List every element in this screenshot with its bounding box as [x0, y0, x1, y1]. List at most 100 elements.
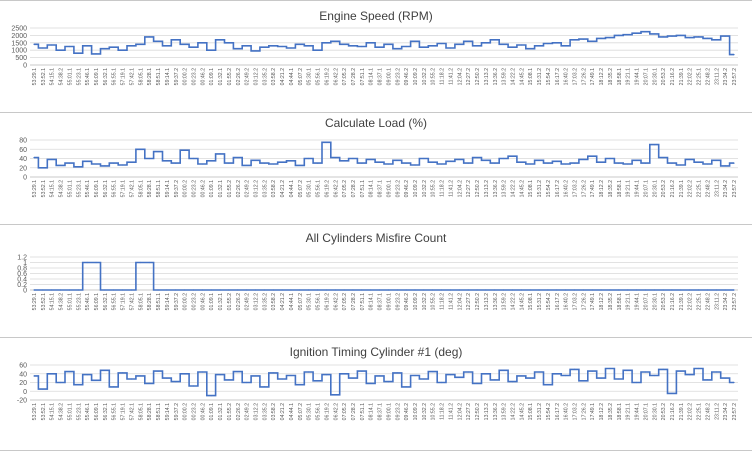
- data-point: [529, 289, 531, 291]
- x-tick-label: 05:56.1: [316, 180, 322, 197]
- data-point: [51, 44, 53, 46]
- data-point: [175, 381, 177, 383]
- x-tick-label: 16:17.2: [555, 180, 561, 197]
- data-point: [378, 46, 381, 48]
- data-point: [95, 53, 97, 55]
- x-tick-label: 20:07.1: [643, 180, 649, 197]
- x-tick-label: 08:37.1: [378, 180, 384, 197]
- data-point: [671, 35, 673, 37]
- data-point: [733, 381, 735, 384]
- x-tick-label: 23:57.2: [732, 180, 738, 197]
- y-tick-label: 0.4: [17, 277, 27, 284]
- data-point: [724, 165, 726, 167]
- x-tick-label: 15:54.2: [546, 68, 552, 85]
- data-point: [609, 157, 611, 160]
- x-tick-label: 57:19.1: [121, 180, 127, 197]
- data-point: [600, 161, 602, 163]
- x-tick-label: 08:37.1: [378, 68, 384, 85]
- data-point: [662, 368, 664, 370]
- x-tick-label: 18:58.1: [617, 68, 623, 85]
- data-point: [600, 377, 602, 379]
- ignition-timing-chart: Ignition Timing Cylinder #1 (deg) -20 0 20…: [0, 337, 752, 451]
- x-tick-label: 08:14.1: [369, 180, 375, 197]
- x-tick-label: 23:34.2: [723, 68, 729, 85]
- x-tick-label: 02:26.2: [236, 293, 242, 310]
- x-tick-label: 00:46.2: [200, 403, 206, 420]
- x-tick-label: 13:36.2: [493, 403, 499, 420]
- data-point: [139, 148, 141, 150]
- data-point: [59, 289, 62, 291]
- x-tick-label: 59:37.2: [174, 180, 180, 197]
- x-tick-label: 07:28.2: [351, 403, 357, 420]
- data-point: [113, 386, 115, 388]
- x-tick-label: 58:05.1: [138, 180, 144, 197]
- x-tick-label: 11:41.2: [448, 293, 454, 310]
- data-point: [308, 157, 310, 160]
- x-tick-label: 12:50.2: [475, 180, 481, 197]
- x-tick-label: 53:29.1: [32, 180, 38, 197]
- x-tick-label: 23:34.2: [723, 180, 729, 197]
- data-point: [68, 162, 71, 164]
- data-point: [387, 289, 390, 291]
- x-tick-label: 00:00.2: [183, 180, 189, 197]
- x-tick-label: 55:01.1: [67, 180, 73, 197]
- y-tick-label: 0.2: [17, 282, 27, 289]
- data-point: [582, 158, 584, 161]
- x-tick-label: 55:23.1: [76, 180, 82, 197]
- x-tick-label: 20:07.1: [643, 293, 649, 310]
- x-tick-label: 54:15.1: [50, 403, 56, 420]
- x-tick-label: 23:11.2: [714, 180, 720, 197]
- data-point: [352, 157, 354, 160]
- x-tick-label: 10:09.2: [413, 293, 419, 310]
- data-point: [148, 36, 150, 38]
- series-line: [34, 261, 734, 291]
- x-tick-label: 11:18.2: [440, 403, 446, 420]
- data-point: [653, 374, 655, 377]
- data-point: [449, 160, 452, 162]
- data-point: [697, 289, 700, 291]
- data-point: [387, 163, 390, 165]
- x-tick-label: 09:00.1: [386, 293, 392, 310]
- data-point: [618, 378, 620, 380]
- data-point: [254, 375, 257, 377]
- data-point: [503, 289, 505, 291]
- x-tick-label: 00:23.2: [191, 403, 197, 420]
- data-point: [290, 374, 292, 377]
- data-point: [361, 162, 363, 164]
- data-point: [476, 382, 478, 384]
- data-point: [184, 289, 186, 291]
- data-point: [299, 384, 301, 386]
- data-point: [130, 378, 133, 380]
- x-tick-label: 19:44.1: [635, 293, 641, 310]
- x-tick-label: 10:32.2: [422, 68, 428, 85]
- data-point: [733, 54, 735, 56]
- x-tick-label: 17:49.1: [590, 293, 596, 310]
- data-point: [414, 40, 416, 42]
- x-tick-label: 59:37.2: [174, 68, 180, 85]
- x-tick-label: 10:55.2: [431, 68, 437, 85]
- x-tick-label: 18:35.2: [608, 68, 614, 85]
- x-tick-label: 59:37.2: [174, 293, 180, 310]
- x-tick-label: 13:36.2: [493, 180, 499, 197]
- x-tick-label: 13:36.2: [493, 293, 499, 310]
- data-point: [689, 158, 691, 161]
- x-tick-label: 11:41.2: [448, 403, 454, 420]
- data-point: [529, 163, 531, 165]
- data-point: [432, 45, 434, 47]
- data-point: [449, 374, 452, 376]
- data-point: [157, 40, 159, 42]
- data-point: [733, 162, 735, 164]
- data-point: [228, 289, 230, 291]
- x-tick-label: 10:09.2: [413, 180, 419, 197]
- x-tick-label: 09:23.2: [395, 403, 401, 420]
- data-point: [59, 164, 62, 167]
- x-tick-label: 22:48.2: [705, 180, 711, 197]
- x-tick-label: 14:45.2: [519, 180, 525, 197]
- x-tick-label: 05:07.2: [298, 180, 304, 197]
- data-point: [538, 45, 540, 47]
- x-tick-label: 10:32.2: [422, 180, 428, 197]
- x-tick-label: 08:37.1: [378, 403, 384, 420]
- data-point: [166, 160, 168, 162]
- x-tick-label: 20:30.1: [652, 293, 658, 310]
- data-point: [520, 161, 522, 163]
